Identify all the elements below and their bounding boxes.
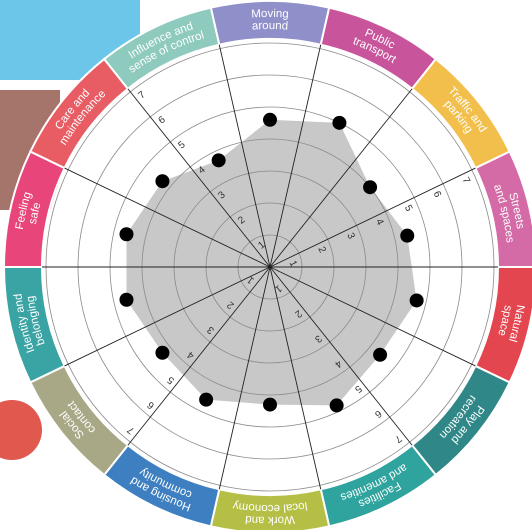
y-tick-label: 5 (165, 373, 177, 385)
y-tick-label: 7 (460, 176, 473, 186)
y-tick-label: 5 (402, 203, 415, 213)
data-point (373, 347, 388, 362)
y-tick-label: 3 (344, 231, 357, 241)
y-tick-label: 6 (431, 190, 444, 200)
data-point (409, 293, 424, 308)
category-label: around (252, 20, 289, 33)
y-tick-label: 1 (272, 282, 284, 294)
spoke (218, 44, 271, 268)
data-point (400, 228, 415, 243)
spoke (269, 44, 322, 268)
y-tick-label: 1 (287, 259, 300, 269)
y-tick-label: 5 (352, 382, 364, 394)
category-segment (102, 6, 221, 91)
spoke (269, 167, 476, 268)
y-tick-label: 2 (315, 245, 328, 255)
spoke (269, 266, 413, 446)
spoke (218, 266, 271, 490)
data-point (263, 112, 277, 127)
spoke (269, 266, 476, 367)
category-label: safe (27, 201, 44, 225)
category-label-line: Work and (245, 513, 295, 526)
data-point (155, 174, 170, 189)
category-label-line: Moving (251, 8, 289, 21)
y-tick-label: 4 (373, 217, 386, 227)
spoke (269, 88, 413, 268)
category-label: Moving (251, 8, 289, 21)
y-tick-label: 1 (245, 273, 257, 285)
spoke (64, 266, 271, 367)
data-point (211, 153, 226, 168)
y-tick-label: 6 (145, 399, 157, 411)
spoke (269, 266, 322, 490)
data-point (332, 115, 347, 130)
y-tick-label: 3 (205, 323, 217, 335)
category-label-line: around (252, 20, 289, 33)
data-point (263, 397, 277, 412)
category-label-line: local economy (232, 499, 308, 514)
y-tick-label: 1 (256, 239, 268, 251)
y-tick-label: 4 (196, 164, 208, 176)
y-tick-label: 7 (392, 433, 404, 445)
spoke (127, 88, 271, 268)
category-label: Work and (245, 513, 295, 526)
y-tick-label: 6 (372, 408, 384, 420)
y-tick-label: 6 (156, 114, 168, 126)
y-tick-label: 7 (137, 89, 149, 101)
data-point (199, 392, 214, 407)
data-point (329, 398, 344, 413)
y-tick-label: 7 (125, 424, 137, 436)
data-point (363, 180, 378, 195)
y-tick-label: 2 (225, 298, 237, 310)
data-area (126, 119, 417, 406)
spoke (64, 167, 271, 268)
y-tick-label: 5 (176, 139, 188, 151)
data-point (119, 227, 134, 242)
y-tick-label: 3 (216, 189, 228, 201)
data-point (119, 292, 134, 307)
spoke (127, 266, 271, 446)
tree-background (0, 400, 42, 460)
y-tick-label: 2 (292, 307, 304, 319)
data-point (155, 345, 170, 360)
y-tick-label: 4 (332, 357, 344, 369)
y-tick-label: 3 (312, 332, 324, 344)
category-label: local economy (232, 499, 308, 514)
y-tick-label: 4 (185, 348, 197, 360)
y-tick-label: 2 (236, 214, 248, 226)
category-label-line: safe (27, 201, 44, 225)
